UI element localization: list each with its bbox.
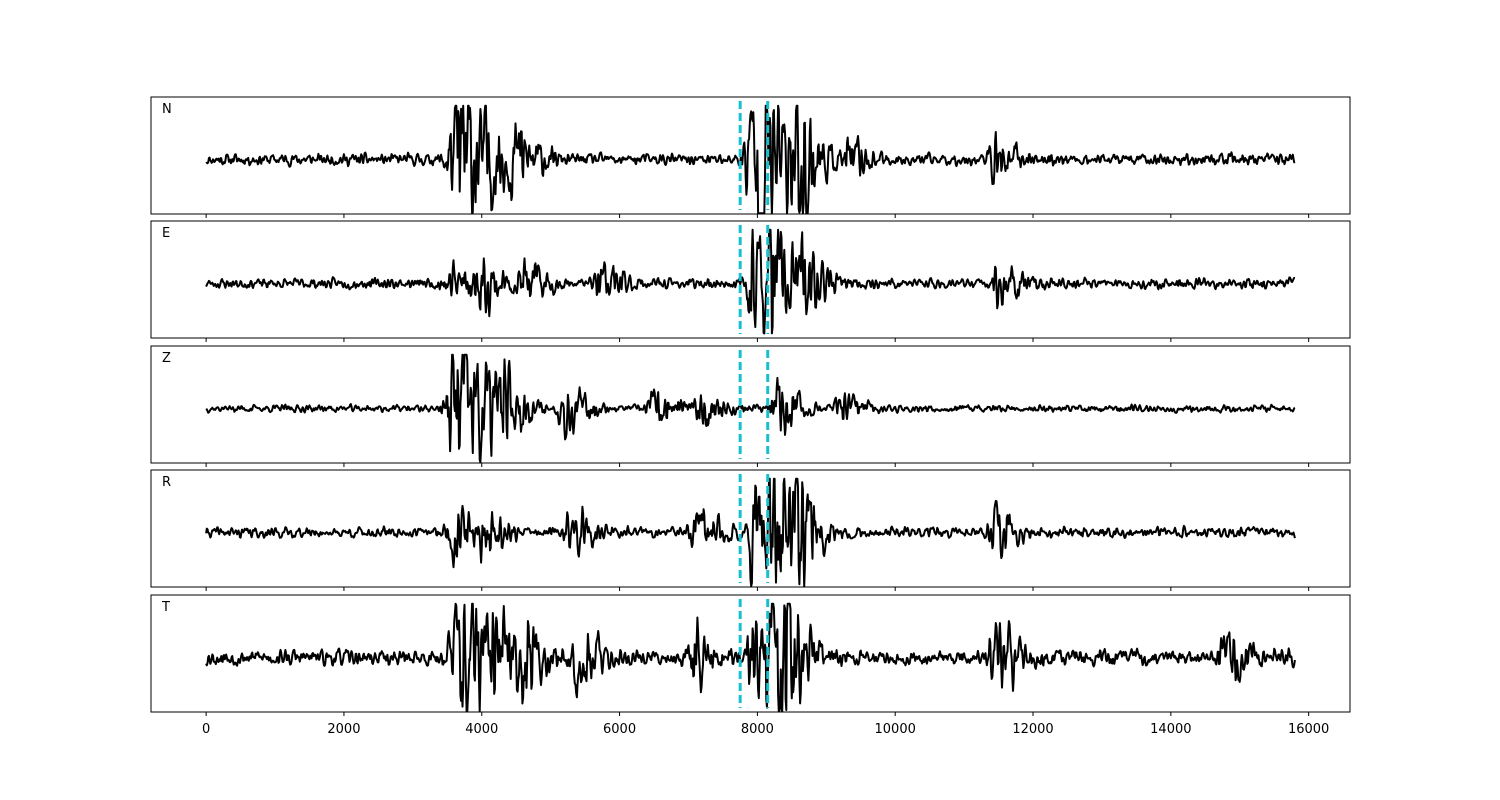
x-tick-label: 2000	[327, 722, 360, 737]
channel-label: R	[162, 475, 171, 490]
panel-t: T	[150, 594, 1351, 716]
channel-label: T	[161, 600, 170, 615]
trace-t	[205, 602, 1296, 712]
panel-frame	[150, 345, 1351, 464]
panel-frame	[150, 220, 1351, 339]
x-tick-label: 14000	[1150, 722, 1191, 737]
panels-group: N E Z R T	[150, 96, 1351, 716]
panel-n: N	[150, 96, 1351, 218]
x-tick-label: 0	[202, 722, 210, 737]
trace-n	[205, 104, 1296, 214]
x-tick-label: 16000	[1288, 722, 1329, 737]
panel-frame	[150, 594, 1351, 713]
panel-frame	[150, 96, 1351, 215]
channel-label: N	[162, 102, 172, 117]
panel-r: R	[150, 469, 1351, 591]
x-tick-label: 6000	[603, 722, 636, 737]
panel-z: Z	[150, 345, 1351, 467]
x-tick-label: 10000	[875, 722, 916, 737]
channel-label: E	[162, 226, 170, 241]
trace-e	[205, 228, 1296, 335]
channel-label: Z	[162, 351, 171, 366]
x-axis: 0 2000 4000 6000 8000 10000 12000 14000 16000	[202, 722, 1329, 737]
panel-e: E	[150, 220, 1351, 342]
trace-r	[205, 477, 1296, 587]
x-tick-label: 12000	[1012, 722, 1053, 737]
x-tick-label: 4000	[465, 722, 498, 737]
x-tick-label: 8000	[741, 722, 774, 737]
trace-z	[205, 353, 1296, 463]
